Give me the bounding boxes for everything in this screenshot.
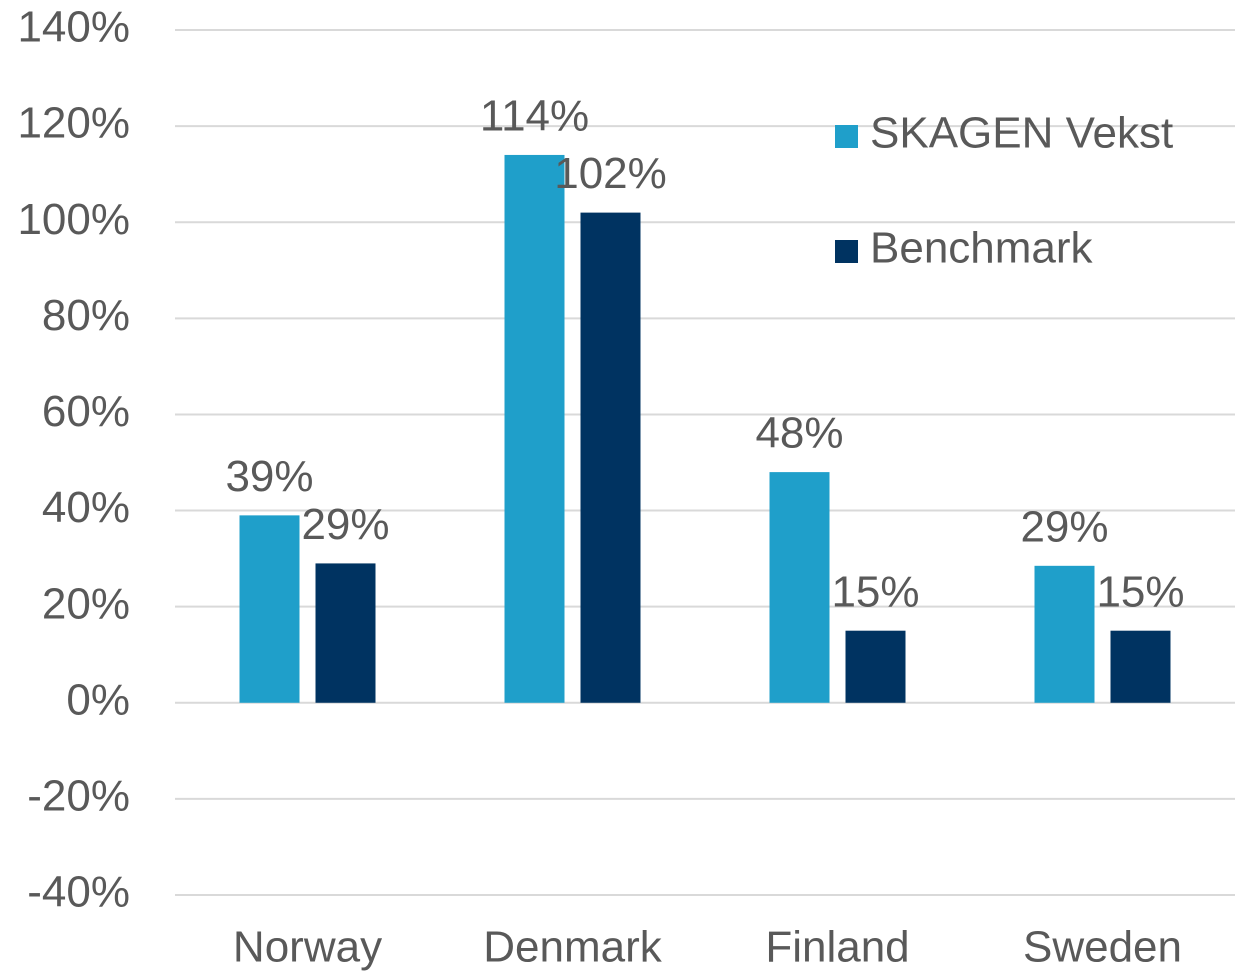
y-tick-label: -40%	[27, 868, 130, 917]
data-label: 48%	[755, 409, 843, 458]
bar	[315, 563, 376, 703]
bar	[769, 472, 830, 703]
data-label: 29%	[1020, 502, 1108, 551]
data-label: 15%	[1096, 567, 1184, 616]
y-tick-label: 0%	[66, 675, 130, 724]
x-tick-label: Norway	[233, 923, 382, 972]
legend-swatch	[835, 125, 858, 148]
bar	[1110, 630, 1171, 703]
x-tick-label: Finland	[765, 923, 909, 972]
bar	[239, 515, 300, 703]
legend-label: Benchmark	[870, 224, 1094, 273]
data-label: 29%	[301, 500, 389, 549]
data-label: 114%	[480, 92, 589, 141]
bar	[580, 212, 641, 703]
legend-label: SKAGEN Vekst	[870, 109, 1173, 158]
bar	[845, 630, 906, 703]
y-tick-label: 80%	[42, 291, 130, 340]
x-tick-label: Denmark	[483, 923, 662, 972]
y-tick-label: 20%	[42, 579, 130, 628]
y-tick-label: 120%	[17, 99, 130, 148]
data-label: 102%	[554, 149, 667, 198]
data-label: 15%	[831, 567, 919, 616]
legend-swatch	[835, 240, 858, 263]
y-tick-label: 60%	[42, 387, 130, 436]
y-tick-label: 100%	[17, 195, 130, 244]
bar	[504, 154, 565, 703]
y-tick-label: 140%	[17, 3, 130, 52]
y-tick-label: -20%	[27, 772, 130, 821]
bar	[1034, 565, 1095, 703]
x-tick-label: Sweden	[1023, 923, 1182, 972]
data-label: 39%	[225, 452, 313, 501]
y-tick-label: 40%	[42, 483, 130, 532]
